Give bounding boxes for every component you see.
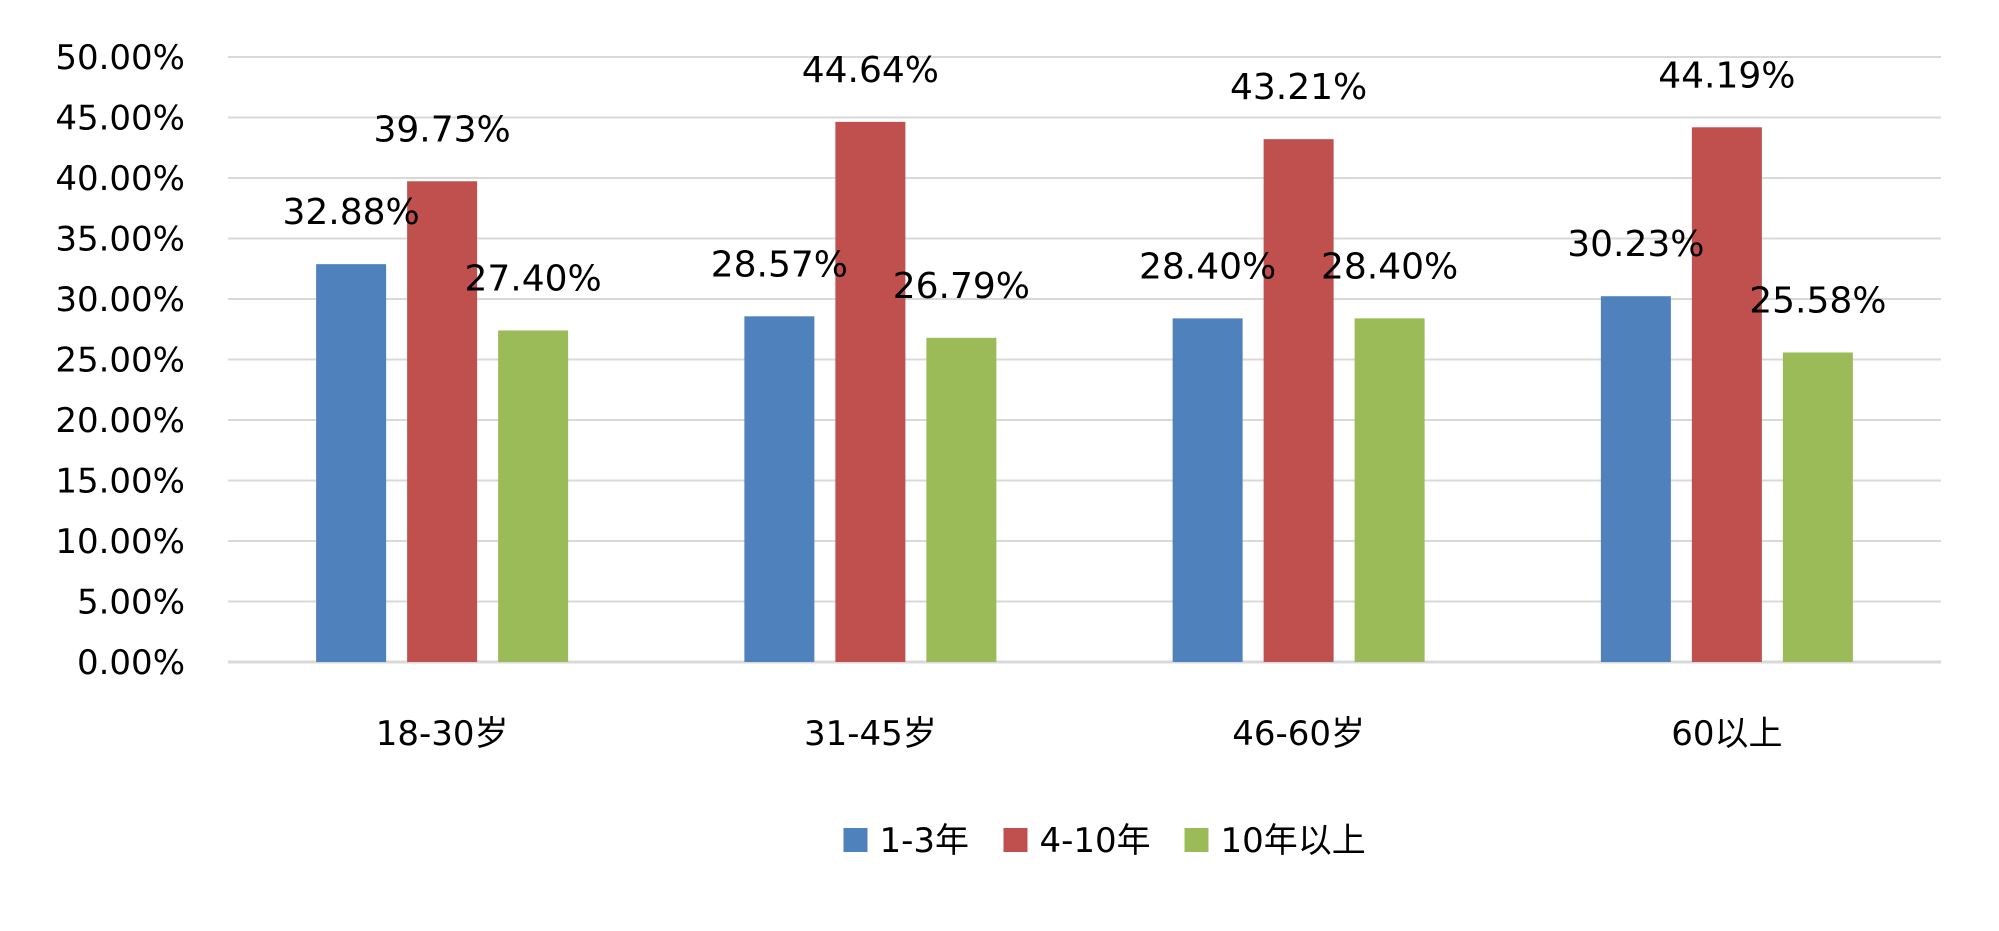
y-tick-label: 0.00% [77, 643, 185, 683]
legend-label: 1-3年 [880, 821, 970, 861]
legend-label: 10年以上 [1221, 821, 1366, 861]
y-tick-label: 30.00% [55, 280, 185, 320]
legend-swatch [1184, 828, 1209, 852]
bar [1691, 127, 1762, 662]
data-label: 44.19% [1658, 55, 1795, 96]
bar [407, 181, 478, 662]
bar [1782, 352, 1853, 662]
data-label: 44.64% [802, 50, 939, 91]
y-tick-label: 20.00% [55, 401, 185, 441]
data-label: 30.23% [1567, 224, 1704, 265]
legend-swatch [1003, 828, 1028, 852]
data-label: 25.58% [1749, 280, 1886, 321]
data-label: 26.79% [893, 266, 1030, 307]
y-tick-label: 5.00% [77, 583, 185, 623]
y-tick-label: 25.00% [55, 341, 185, 381]
bar [498, 330, 569, 662]
legend-item: 4-10年 [1003, 821, 1151, 861]
data-label: 28.40% [1321, 246, 1458, 287]
data-label: 27.40% [464, 258, 601, 299]
bar [744, 316, 815, 662]
y-tick-label: 40.00% [55, 159, 185, 199]
legend-swatch [843, 828, 868, 852]
x-tick-label: 31-45岁 [804, 714, 937, 754]
bar [1354, 318, 1425, 662]
bar [926, 337, 997, 662]
x-tick-label: 46-60岁 [1232, 714, 1365, 754]
y-tick-label: 15.00% [55, 462, 185, 502]
y-tick-label: 10.00% [55, 522, 185, 562]
data-label: 28.40% [1139, 246, 1276, 287]
data-label: 43.21% [1230, 67, 1367, 108]
legend-item: 10年以上 [1184, 821, 1366, 861]
x-tick-label: 60以上 [1671, 714, 1782, 754]
bar [1600, 296, 1671, 662]
bar [1172, 318, 1243, 662]
data-labels: 32.88% 39.73% 27.40% 28.57% 44.64% 26.79% 28.4… [282, 50, 1886, 322]
legend: 1-3年 4-10年 10年以上 [843, 821, 1366, 861]
bars [316, 121, 1853, 662]
data-label: 32.88% [282, 192, 419, 233]
y-tick-label: 35.00% [55, 220, 185, 260]
bar [316, 264, 387, 662]
y-tick-label: 45.00% [55, 99, 185, 139]
legend-item: 1-3年 [843, 821, 970, 861]
data-label: 39.73% [373, 109, 510, 150]
y-tick-label: 50.00% [55, 38, 185, 78]
bar [1263, 139, 1334, 662]
legend-label: 4-10年 [1040, 821, 1151, 861]
y-axis: 0.00% 5.00% 10.00% 15.00% 20.00% 25.00% 30.00%… [55, 38, 185, 683]
x-tick-label: 18-30岁 [376, 714, 509, 754]
data-label: 28.57% [711, 244, 848, 285]
x-axis: 18-30岁 31-45岁 46-60岁 60以上 [376, 714, 1783, 754]
bar [835, 121, 906, 662]
